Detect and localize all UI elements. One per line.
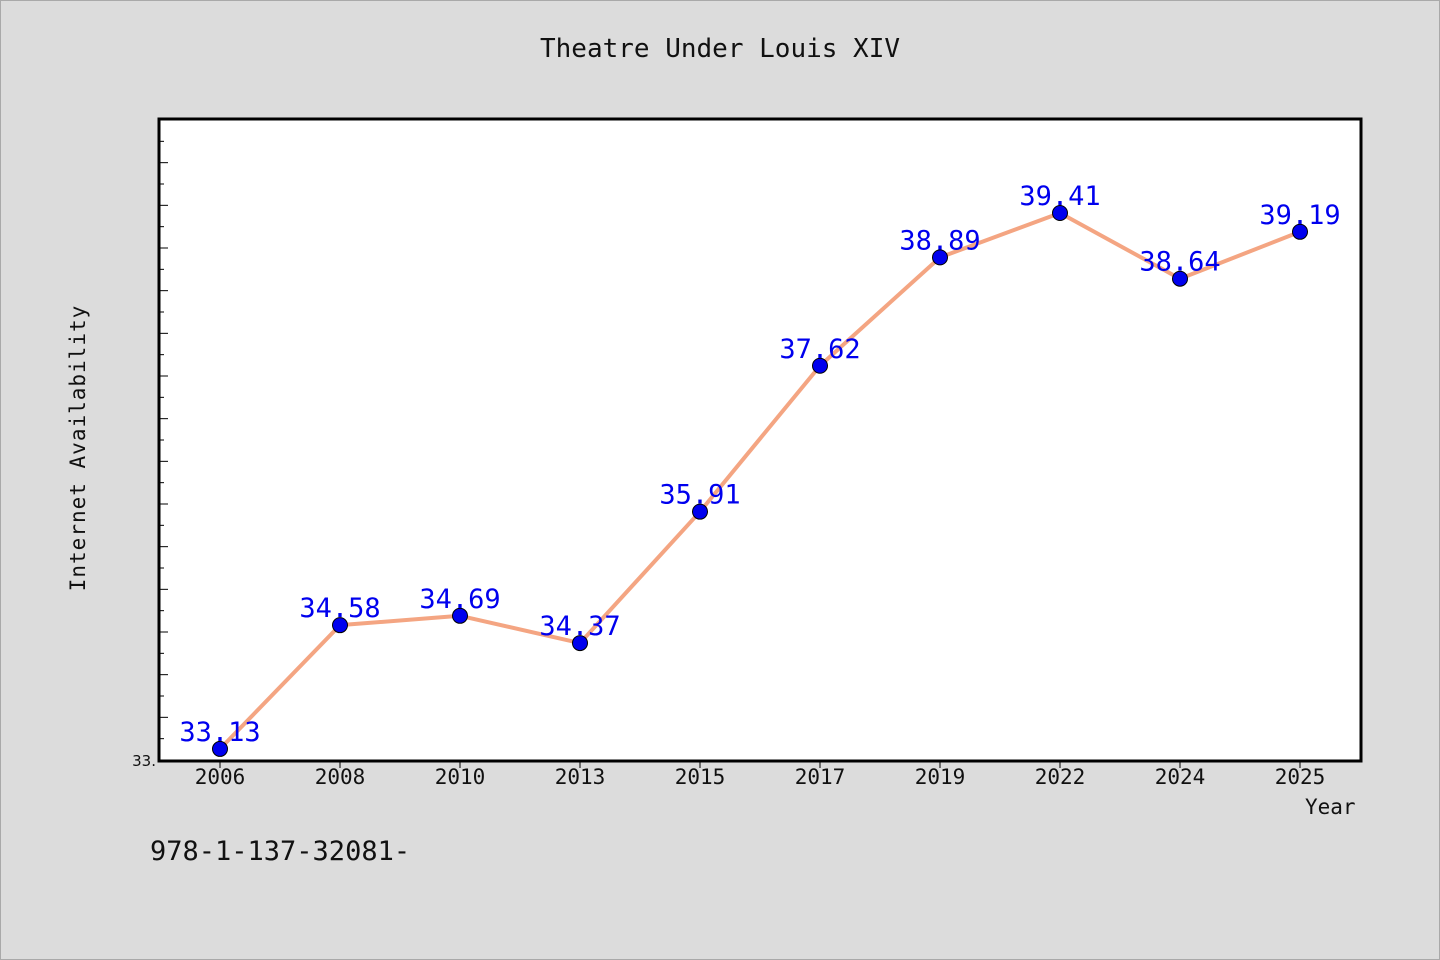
data-point xyxy=(332,617,348,634)
x-tick-label: 2010 xyxy=(435,765,486,789)
data-point xyxy=(212,740,228,757)
x-tick-label: 2006 xyxy=(195,765,246,789)
data-label: 34.69 xyxy=(419,584,500,615)
data-label: 39.19 xyxy=(1259,200,1340,231)
y-axis-ticks: 33. xyxy=(132,119,168,770)
data-point xyxy=(1172,270,1188,287)
x-tick-label: 2024 xyxy=(1155,765,1206,789)
data-label: 38.89 xyxy=(899,225,980,256)
x-axis-label: Year xyxy=(1305,795,1356,819)
x-tick-label: 2015 xyxy=(675,765,726,789)
data-label: 37.62 xyxy=(779,334,860,365)
data-point xyxy=(1052,205,1068,222)
data-label: 35.91 xyxy=(659,480,740,511)
x-tick-label: 2017 xyxy=(795,765,846,789)
data-point xyxy=(692,503,708,520)
isbn-footnote: 978-1-137-32081- xyxy=(150,836,411,867)
data-label: 39.41 xyxy=(1019,181,1100,212)
data-label: 34.58 xyxy=(299,593,380,624)
data-point xyxy=(452,607,468,624)
data-point xyxy=(812,357,828,374)
x-tick-label: 2019 xyxy=(915,765,966,789)
data-point xyxy=(1292,223,1308,240)
x-tick-label: 2013 xyxy=(555,765,606,789)
series-group xyxy=(212,205,1308,757)
data-point xyxy=(572,635,588,652)
data-labels-group: 33.13 34.58 34.69 34.37 35.91 37.62 38.89 39.41… xyxy=(179,181,1340,748)
data-label: 33.13 xyxy=(179,717,260,748)
data-label: 38.64 xyxy=(1139,247,1220,278)
x-tick-label: 2022 xyxy=(1035,765,1086,789)
chart-title: Theatre Under Louis XIV xyxy=(539,34,901,64)
data-label: 34.37 xyxy=(539,611,620,642)
x-axis-ticks: 2006 2008 2010 2013 2015 2017 2019 2022 2024 2025 xyxy=(195,760,1326,789)
x-tick-label: 2008 xyxy=(315,765,366,789)
series-line xyxy=(218,211,1301,751)
data-point xyxy=(932,249,948,266)
x-tick-label: 2025 xyxy=(1275,765,1326,789)
y-tick-label: 33. xyxy=(132,752,156,770)
